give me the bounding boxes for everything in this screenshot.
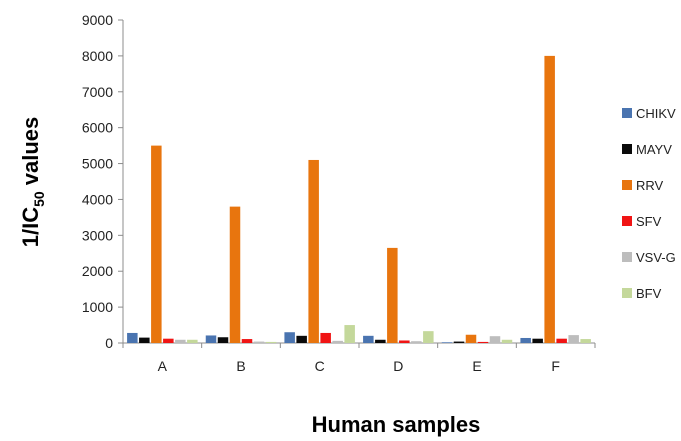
x-tick-label: D [393,358,403,374]
bar-bfv-f [580,339,591,343]
bar-vsv-g-e [489,336,501,343]
bar-chikv-c [284,332,295,343]
bar-bfv-c [344,325,355,343]
legend-label-rrv: RRV [636,178,664,193]
axes [118,19,596,348]
bar-mayv-d [375,339,386,343]
y-tick-label: 4000 [82,191,113,207]
y-tick-label: 9000 [82,12,113,28]
bar-mayv-f [532,338,543,343]
bar-chikv-f [520,337,531,343]
bar-sfv-f [556,338,567,343]
bar-sfv-a [163,338,174,343]
bar-mayv-e [453,341,465,343]
bars [127,55,591,344]
bar-vsv-g-b [253,341,265,343]
bar-rrv-f [544,55,555,344]
bar-rrv-d [387,247,398,343]
y-tick-label: 5000 [82,156,113,172]
x-axis-label: Human samples [312,412,481,437]
legend: CHIKV MAYV RRV SFV VSV-G BFV [622,106,676,301]
bar-chikv-b [205,335,217,343]
legend-label-sfv: SFV [636,214,662,229]
y-tick-label: 1000 [82,299,113,315]
bar-sfv-c [320,332,331,343]
bar-mayv-a [139,337,150,343]
x-tick-label: E [472,358,481,374]
bar-sfv-d [399,340,410,343]
y-tick-label: 8000 [82,48,113,64]
legend-swatch-vsv-g [622,252,632,262]
x-tick-label: A [158,358,168,374]
y-tick-label: 0 [105,335,113,351]
bar-bfv-b [265,341,277,343]
bar-chikv-a [127,332,138,343]
bar-vsv-g-c [332,340,343,343]
bar-vsv-g-d [411,341,422,343]
y-tick-label: 7000 [82,84,113,100]
y-axis-label-main: 1/IC [18,207,43,247]
x-tick-label: C [315,358,325,374]
bar-rrv-a [151,145,162,343]
bar-rrv-b [229,206,241,343]
bar-rrv-c [308,159,319,343]
bar-bfv-d [423,331,434,343]
bar-rrv-e [465,334,477,343]
legend-label-mayv: MAYV [636,142,672,157]
bar-chikv-e [441,342,453,343]
bar-vsv-g-f [568,335,579,343]
bar-sfv-e [477,341,489,343]
y-axis-label-tail: values [18,117,43,192]
y-tick-label: 3000 [82,227,113,243]
legend-swatch-rrv [622,180,632,190]
bar-chikv-d [363,335,374,343]
legend-label-bfv: BFV [636,286,662,301]
legend-label-vsv-g: VSV-G [636,250,676,265]
legend-swatch-mayv [622,144,632,154]
y-tick-label: 6000 [82,120,113,136]
legend-swatch-chikv [622,108,632,118]
x-tick-label: F [551,358,560,374]
bar-bfv-a [187,339,198,343]
tick-labels: 0 1000 2000 3000 4000 5000 6000 7000 8000 9000 A B C… [82,12,560,374]
y-axis-label-subscript: 50 [31,191,47,207]
legend-label-chikv: CHIKV [636,106,676,121]
bar-mayv-b [217,337,229,343]
bar-sfv-b [241,339,253,343]
bar-vsv-g-a [175,339,186,343]
legend-swatch-sfv [622,216,632,226]
x-tick-label: B [236,358,245,374]
bar-mayv-c [296,335,307,343]
legend-swatch-bfv [622,288,632,298]
y-tick-label: 2000 [82,263,113,279]
y-axis-label: 1/IC50 values [18,117,47,248]
bar-bfv-e [501,339,513,343]
